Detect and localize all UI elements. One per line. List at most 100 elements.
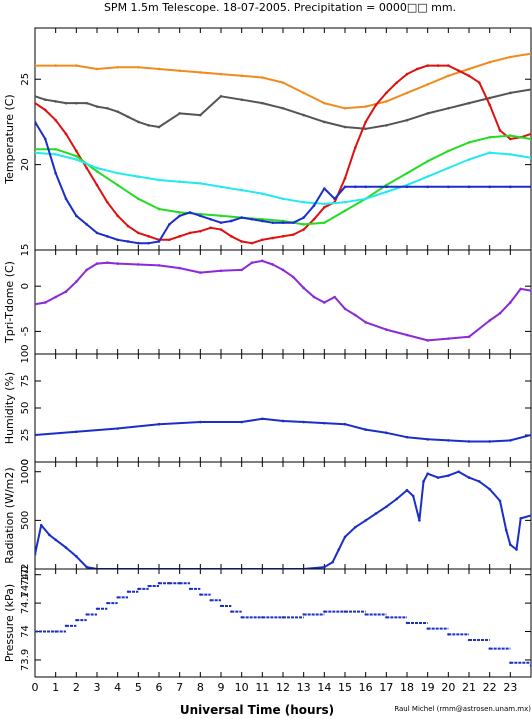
x-tick-label: 2	[73, 681, 80, 694]
pressure-data-point	[95, 607, 99, 610]
temperature-data-point	[199, 113, 202, 117]
temperature-data-point	[219, 214, 223, 218]
radiation-y-tick-label: 1000	[20, 459, 31, 484]
tpri-tdome-data-point	[64, 290, 68, 293]
radiation-data-point	[364, 519, 367, 522]
temperature-data-point	[457, 69, 460, 72]
humidity-panel: 0 25 50 75 100 Humidity (%)	[3, 344, 532, 465]
temperature-data-point	[240, 74, 243, 78]
temperature-data-point	[199, 182, 202, 185]
temperature-data-point	[364, 197, 367, 201]
humidity-data-point	[302, 420, 305, 424]
temperature-data-point	[95, 105, 99, 108]
temperature-data-point	[178, 69, 181, 72]
tpri-tdome-data-point	[219, 269, 223, 273]
temperature-data-point	[230, 219, 233, 223]
tpri-tdome-data-point	[250, 261, 254, 264]
temperature-data-point	[447, 185, 450, 189]
pressure-series-group	[35, 582, 531, 667]
temperature-data-point	[529, 156, 531, 160]
x-tick-label: 8	[197, 681, 204, 694]
temperature-data-point	[354, 185, 357, 189]
temperature-y-axis-label: Temperature (C)	[3, 94, 16, 184]
radiation-data-point	[374, 512, 378, 515]
temperature-data-point	[116, 238, 119, 242]
x-tick-label: 19	[421, 681, 435, 694]
pressure-data-point	[447, 633, 450, 636]
pressure-data-point	[488, 647, 491, 650]
temperature-series-orange	[35, 52, 531, 110]
humidity-y-tick-label: 50	[20, 402, 31, 415]
temperature-data-point	[261, 192, 264, 195]
temperature-data-point	[343, 200, 347, 204]
x-tick-label: 16	[359, 681, 373, 694]
temperature-data-point	[85, 223, 88, 226]
x-tick-label: 9	[218, 681, 225, 694]
temperature-data-point	[219, 72, 223, 76]
x-tick-label: 11	[255, 681, 269, 694]
x-tick-label: 1	[52, 681, 59, 694]
temperature-data-point	[323, 202, 326, 206]
tpri-tdome-y-axis-label: Tpri-Tdome (C)	[3, 261, 16, 344]
tpri-tdome-data-point	[292, 275, 295, 279]
temperature-data-point	[261, 76, 264, 79]
temperature-data-point	[54, 153, 57, 156]
tpri-tdome-data-point	[447, 337, 450, 340]
radiation-data-point	[54, 538, 57, 542]
temperature-data-point	[426, 175, 429, 178]
pressure-data-point	[126, 590, 130, 593]
radiation-data-point	[354, 525, 357, 529]
temperature-data-point	[488, 60, 491, 64]
x-tick-label: 18	[400, 681, 414, 694]
temperature-data-point	[95, 231, 99, 235]
radiation-data-point	[337, 548, 341, 551]
temperature-series-group	[35, 52, 531, 245]
temperature-data-point	[126, 224, 130, 228]
temperature-data-point	[426, 64, 429, 67]
radiation-data-point	[509, 543, 512, 546]
temperature-data-point	[157, 178, 161, 182]
temperature-data-point	[385, 190, 388, 194]
radiation-data-point	[323, 565, 326, 569]
pressure-panel: 73.9 74 74.1 74.274.17 Pressure (kPa)	[3, 564, 532, 678]
x-tick-label: 23	[503, 681, 517, 694]
temperature-data-point	[178, 180, 181, 183]
radiation-data-point	[467, 476, 471, 479]
temperature-data-point	[302, 113, 305, 117]
temperature-data-point	[147, 235, 150, 238]
temperature-data-point	[116, 214, 119, 218]
tpri-tdome-data-point	[343, 307, 347, 311]
x-tick-label: 6	[156, 681, 163, 694]
tpri-tdome-data-point	[498, 312, 502, 315]
tpri-tdome-data-point	[261, 259, 264, 263]
temperature-data-point	[467, 101, 471, 105]
humidity-frame	[34, 353, 532, 463]
tpri-tdome-series-group	[35, 259, 531, 342]
temperature-data-point	[199, 71, 202, 74]
pressure-data-point	[54, 630, 57, 633]
radiation-data-point	[35, 553, 37, 556]
temperature-data-point	[106, 200, 109, 204]
temperature-data-point	[509, 185, 512, 189]
pressure-data-point	[343, 610, 347, 613]
temperature-data-point	[488, 96, 491, 100]
tpri-tdome-data-point	[116, 262, 119, 265]
temperature-data-point	[405, 118, 409, 122]
humidity-data-point	[467, 440, 471, 443]
radiation-y-tick-label: 500	[20, 511, 31, 530]
temperature-data-point	[529, 88, 531, 91]
humidity-data-point	[488, 440, 491, 443]
radiation-data-point	[85, 565, 88, 569]
x-tick-label: 13	[297, 681, 311, 694]
temperature-data-point	[261, 101, 264, 105]
temperature-data-point	[168, 223, 171, 226]
temperature-data-point	[178, 214, 181, 218]
temperature-data-point	[106, 106, 109, 110]
pressure-y-axis-label: Pressure (kPa)	[3, 584, 16, 662]
temperature-data-point	[343, 106, 347, 110]
pressure-data-point	[188, 587, 192, 591]
humidity-data-point	[343, 422, 347, 426]
radiation-data-point	[385, 505, 388, 509]
temperature-data-point	[447, 64, 450, 67]
